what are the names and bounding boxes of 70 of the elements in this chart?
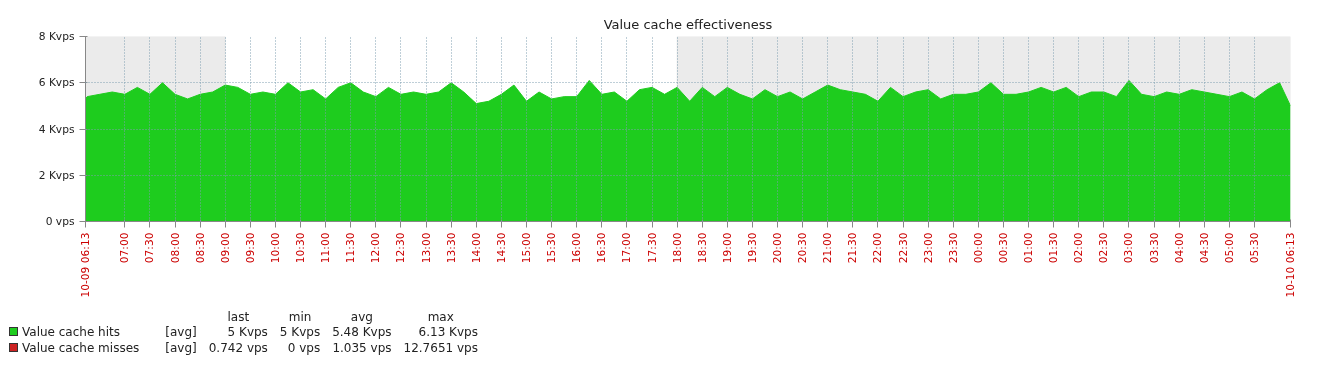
x-tick-label: 02:00 <box>1072 232 1086 264</box>
text: 12.7651 vps <box>402 340 479 356</box>
text: 5.48 Kvps <box>331 324 393 340</box>
x-tick-label: 09:00 <box>218 232 232 264</box>
x-tick-label: 00:30 <box>996 232 1010 264</box>
x-tick-label: 20:00 <box>771 232 785 264</box>
y-tick-label: 8 Kvps <box>38 30 75 43</box>
x-tick-label: 14:00 <box>469 232 483 264</box>
x-tick-label: 21:00 <box>821 232 835 264</box>
x-tick-label: 19:30 <box>745 232 759 264</box>
text: 5 Kvps <box>226 324 269 340</box>
text: last <box>226 310 251 324</box>
x-tick-label: 05:30 <box>1248 232 1262 264</box>
legend-label: Value cache misses <box>21 340 141 356</box>
text: Value cache hits <box>21 324 121 340</box>
text: [avg] <box>164 340 198 356</box>
x-tick-label: 23:30 <box>946 232 960 264</box>
x-tick-label: 10:00 <box>268 232 282 264</box>
x-tick-label: 20:30 <box>796 232 810 264</box>
x-tick-label: 10-10 06:13 <box>1284 232 1297 298</box>
x-tick-label: 13:30 <box>444 232 458 264</box>
x-tick-label: 16:30 <box>595 232 609 264</box>
x-tick-label: 05:00 <box>1222 232 1236 264</box>
x-tick-label: 07:00 <box>118 232 132 264</box>
x-tick-label: 12:00 <box>369 232 383 264</box>
x-tick-label: 07:30 <box>143 232 157 264</box>
x-tick-label: 15:00 <box>520 232 533 264</box>
x-tick-label: 00:00 <box>971 232 985 264</box>
x-tick-label: 02:30 <box>1097 232 1111 264</box>
x-tick-label: 01:30 <box>1047 232 1061 264</box>
x-tick-label: 22:30 <box>896 232 910 264</box>
x-tick-label: 08:30 <box>193 232 207 264</box>
x-tick-label: 19:00 <box>720 232 734 264</box>
y-tick-label: 2 Kvps <box>38 168 75 182</box>
x-tick-label: 13:00 <box>419 232 433 264</box>
x-tick-label: 04:00 <box>1172 232 1186 264</box>
x-tick-label: 04:30 <box>1197 232 1211 264</box>
text: 6.13 Kvps <box>417 324 479 340</box>
y-tick-label: 0 vps <box>45 215 75 228</box>
x-tick-label: 11:30 <box>344 232 358 264</box>
x-tick-label: 10-09 06:13 <box>79 232 92 298</box>
text: [avg] <box>164 324 198 340</box>
x-tick-label: 17:30 <box>645 232 659 264</box>
x-tick-label: 21:30 <box>846 232 860 264</box>
x-tick-label: 15:30 <box>545 232 559 264</box>
x-tick-label: 16:00 <box>570 232 584 264</box>
text: 1.035 vps <box>331 340 393 356</box>
x-tick-label: 18:00 <box>670 232 684 264</box>
x-tick-label: 03:00 <box>1122 232 1136 264</box>
x-tick-label: 11:00 <box>319 232 333 264</box>
x-tick-label: 18:30 <box>695 232 709 264</box>
x-tick-label: 22:00 <box>871 232 885 264</box>
y-tick-label: 4 Kvps <box>38 122 75 136</box>
x-tick-label: 14:30 <box>494 232 508 264</box>
x-tick-label: 09:30 <box>243 232 257 264</box>
x-tick-label: 08:00 <box>168 232 182 264</box>
y-tick-label: 6 Kvps <box>38 76 75 90</box>
x-tick-label: 03:30 <box>1147 232 1161 264</box>
text: 0.742 vps <box>207 340 269 356</box>
x-tick-label: 17:00 <box>620 232 634 264</box>
text: 5 Kvps <box>278 324 322 340</box>
text: 0 vps <box>286 340 322 356</box>
x-tick-label: 10:30 <box>294 232 308 264</box>
text: avg <box>349 310 374 324</box>
chart-title: Value cache effectiveness <box>603 16 773 32</box>
x-tick-label: 01:00 <box>1022 232 1036 264</box>
text: max <box>426 310 455 324</box>
x-tick-label: 23:00 <box>921 232 935 264</box>
text: min <box>287 310 313 324</box>
x-tick-label: 12:30 <box>394 232 408 264</box>
